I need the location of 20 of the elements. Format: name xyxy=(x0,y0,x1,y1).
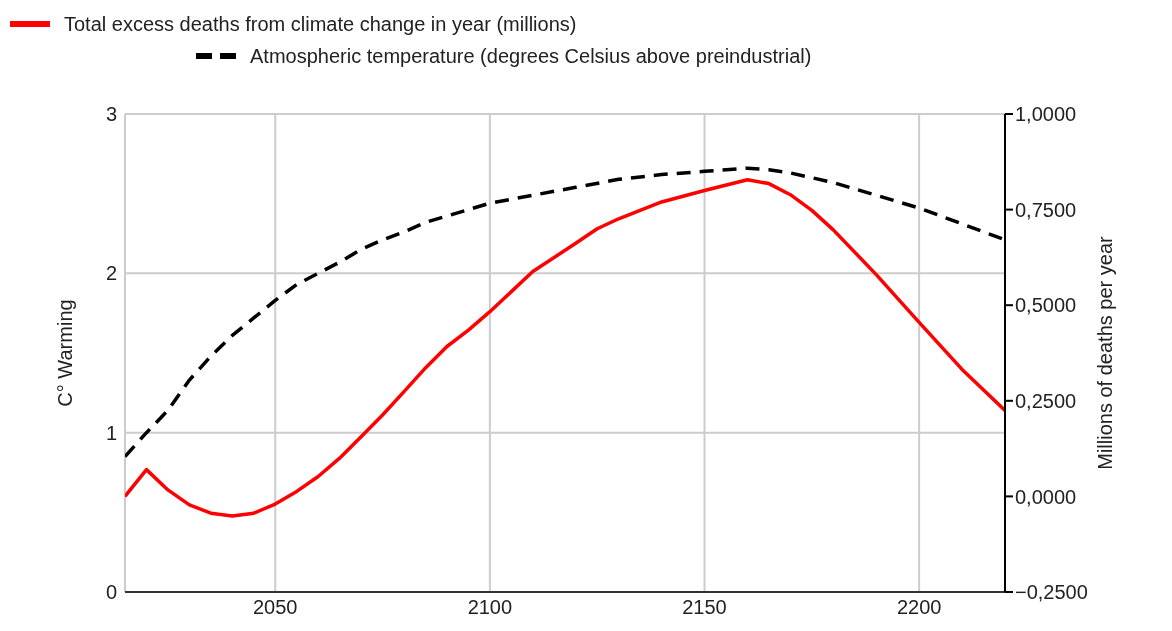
y-tick-label: 2 xyxy=(105,262,117,285)
y-tick-label: 1 xyxy=(105,421,117,444)
y2-tick-label: 0,5000 xyxy=(1015,294,1077,317)
y2-tick-label: 1,0000 xyxy=(1015,103,1077,126)
x-tick-label: 2150 xyxy=(682,596,727,619)
y2-tick-label: −0,2500 xyxy=(1015,581,1088,604)
line-series xyxy=(125,166,1005,459)
legend-label: Atmospheric temperature (degrees Celsius above preindustrial) xyxy=(250,44,812,68)
y-tick-label: 0 xyxy=(105,581,117,604)
y2-tick-label: 0,2500 xyxy=(1015,389,1077,412)
y2-tick-label: 0,0000 xyxy=(1015,485,1077,508)
x-tick-label: 2100 xyxy=(467,596,513,619)
y-tick-label: 3 xyxy=(105,103,117,126)
y2-axis-title: Millions of deaths per year xyxy=(1094,235,1117,470)
legend-label: Total excess deaths from climate change in year (millions) xyxy=(64,12,577,36)
y-axis-title: C° Warming xyxy=(54,299,77,407)
x-tick-label: 2200 xyxy=(896,596,942,619)
x-tick-label: 2050 xyxy=(252,596,298,619)
line-series xyxy=(125,178,1005,518)
y2-tick-label: 0,7500 xyxy=(1015,198,1077,221)
